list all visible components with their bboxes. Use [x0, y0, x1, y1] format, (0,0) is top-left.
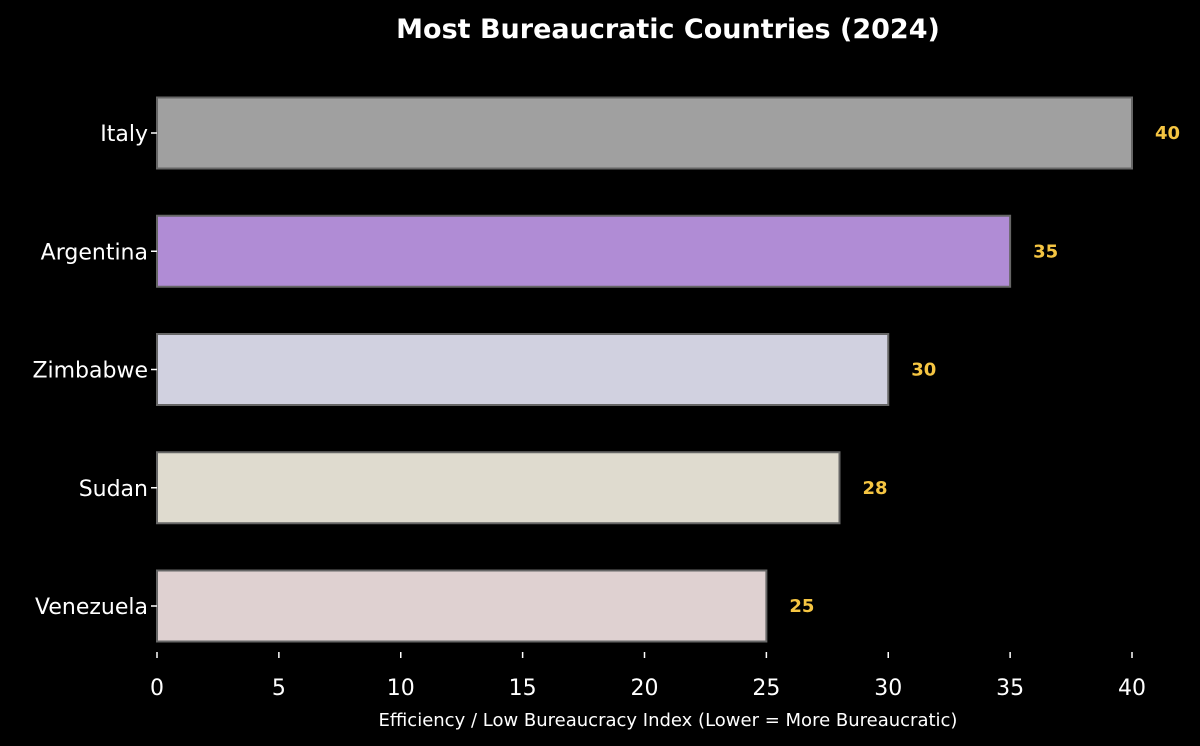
bar — [156, 451, 841, 525]
value-label: 40 — [1155, 123, 1180, 144]
x-tick-label: 25 — [752, 676, 780, 701]
value-label: 28 — [863, 478, 888, 499]
y-tick-label: Venezuela — [35, 595, 148, 620]
value-label: 30 — [911, 360, 936, 381]
y-tick-label: Italy — [100, 122, 148, 147]
bar — [156, 96, 1133, 170]
x-tick-label: 20 — [631, 676, 659, 701]
y-tick-label: Zimbabwe — [32, 359, 148, 384]
x-tick-label: 30 — [874, 676, 902, 701]
chart-title: Most Bureaucratic Countries (2024) — [396, 14, 940, 45]
x-tick-label: 15 — [509, 676, 537, 701]
y-tick-label: Argentina — [41, 240, 148, 265]
y-axis: Italy Argentina Zimbabwe Sudan Venezuela — [32, 122, 157, 620]
bar — [156, 214, 1012, 288]
y-tick-label: Sudan — [79, 477, 148, 502]
bar — [156, 333, 890, 406]
x-axis-label: Efficiency / Low Bureaucracy Index (Lowe… — [379, 710, 958, 731]
x-tick-label: 40 — [1118, 676, 1146, 701]
x-tick-label: 0 — [150, 676, 164, 701]
x-tick-label: 10 — [387, 676, 415, 701]
bar — [156, 569, 768, 643]
value-label: 35 — [1033, 241, 1058, 262]
x-axis: 0 5 10 15 20 25 30 35 40 — [150, 652, 1146, 701]
value-label: 25 — [789, 596, 814, 617]
x-tick-label: 35 — [996, 676, 1024, 701]
x-tick-label: 5 — [272, 676, 286, 701]
bars-layer: 40 35 30 28 25 — [156, 96, 1180, 643]
